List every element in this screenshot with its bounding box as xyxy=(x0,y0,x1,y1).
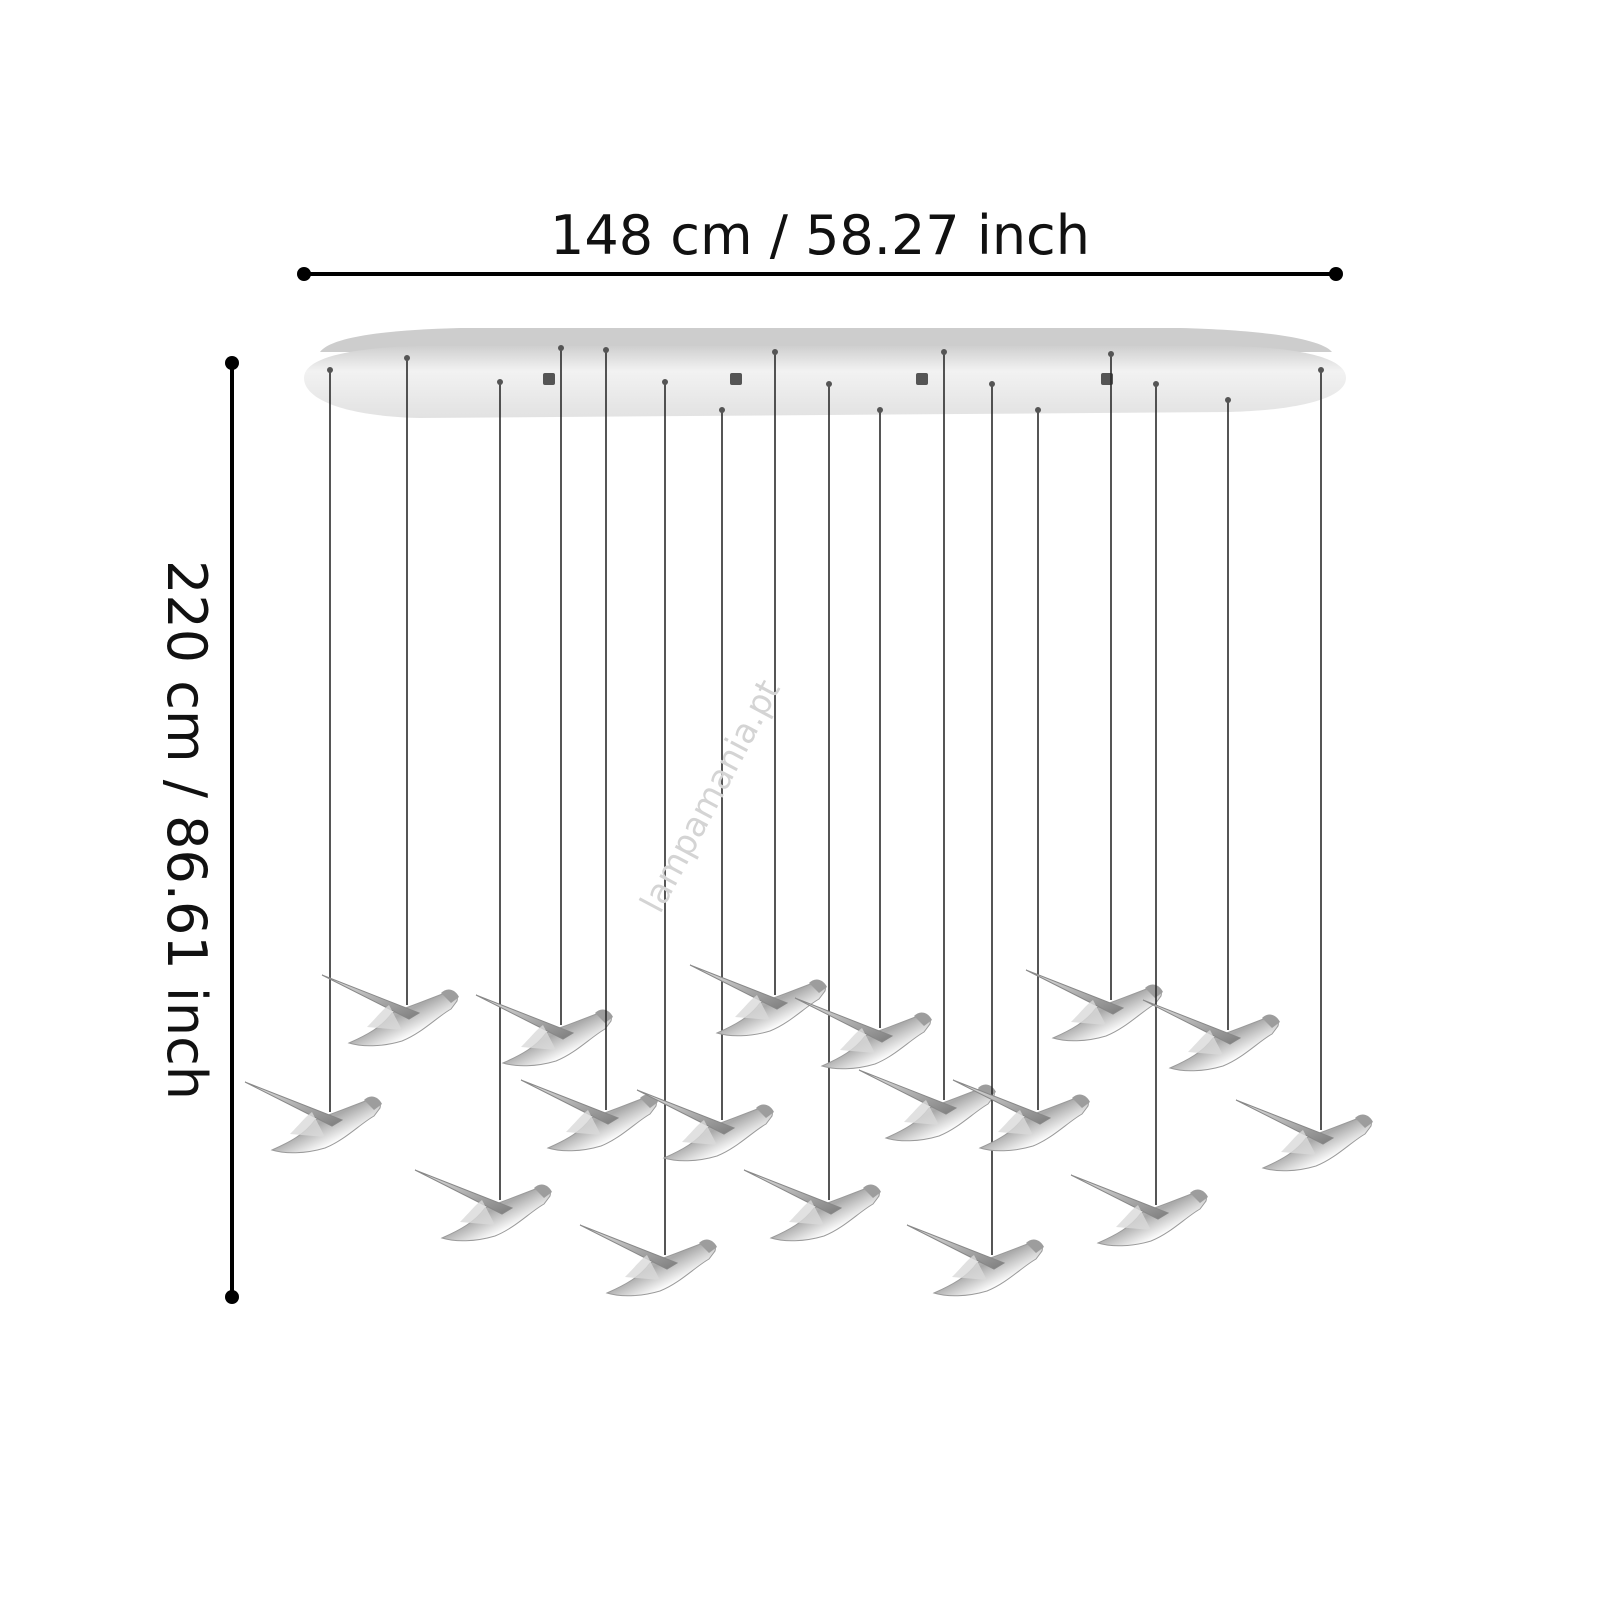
width-dimension-label: 148 cm / 58.27 inch xyxy=(550,204,1090,267)
wire-connector xyxy=(989,381,995,387)
bird-shade xyxy=(636,1089,775,1162)
wire-connector xyxy=(1153,381,1159,387)
wire-connector xyxy=(772,349,778,355)
height-dimension-endpoint xyxy=(225,1290,239,1304)
bird-shade xyxy=(475,994,614,1067)
wire-connector xyxy=(327,367,333,373)
bird-shade xyxy=(579,1224,718,1297)
bird-shade xyxy=(743,1169,882,1242)
width-dimension-endpoint xyxy=(297,267,311,281)
bird-shade xyxy=(1025,969,1164,1042)
wire-connector xyxy=(1108,351,1114,357)
wire-connector xyxy=(558,345,564,351)
width-dimension-endpoint xyxy=(1329,267,1343,281)
bird-shade xyxy=(1235,1099,1374,1172)
bird-shade xyxy=(952,1079,1091,1152)
wire-connector xyxy=(877,407,883,413)
wire-connector xyxy=(941,349,947,355)
bird-shade xyxy=(1142,999,1281,1072)
bird-shade xyxy=(794,997,933,1070)
height-dimension-endpoint xyxy=(225,356,239,370)
wire-connector xyxy=(826,381,832,387)
wire-connector xyxy=(719,407,725,413)
bird-pendants xyxy=(244,345,1374,1297)
bird-shade xyxy=(414,1169,553,1242)
bird-shade xyxy=(244,1081,383,1154)
wire-connector xyxy=(497,379,503,385)
wire-connector xyxy=(404,355,410,361)
bird-shade xyxy=(321,974,460,1047)
wire-connector xyxy=(1035,407,1041,413)
height-dimension-label: 220 cm / 86.61 inch xyxy=(155,560,218,1100)
bird-shade xyxy=(689,964,828,1037)
ceiling-canopy xyxy=(304,328,1346,418)
wire-connector xyxy=(603,347,609,353)
bird-shade xyxy=(858,1069,997,1142)
bird-shade xyxy=(1070,1174,1209,1247)
bird-shade xyxy=(906,1224,1045,1297)
wire-connector xyxy=(1225,397,1231,403)
watermark: lampamania.pt xyxy=(633,673,789,919)
wire-connector xyxy=(662,379,668,385)
wire-connector xyxy=(1318,367,1324,373)
